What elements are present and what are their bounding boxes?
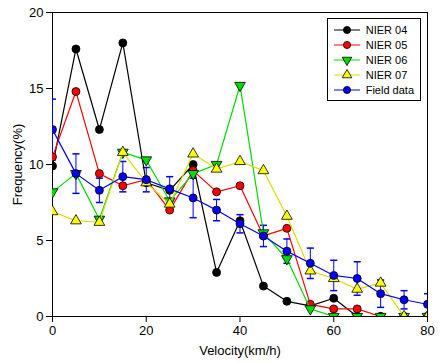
svg-text:60: 60 [327, 323, 341, 338]
svg-text:0: 0 [36, 309, 43, 324]
html-text:NIER 06: NIER 06 [365, 53, 408, 66]
html-text:Field data: Field data [365, 83, 414, 96]
svg-text:20: 20 [139, 323, 153, 338]
svg-text:20: 20 [29, 5, 43, 20]
svg-text:15: 15 [29, 81, 43, 96]
svg-text:Frequency(%): Frequency(%) [10, 124, 25, 206]
html-text:NIER 04: NIER 04 [365, 23, 408, 36]
svg-text:10: 10 [29, 157, 43, 172]
html-text:NIER 05: NIER 05 [365, 38, 408, 51]
svg-text:0: 0 [49, 323, 56, 338]
svg-text:Velocity(km/h): Velocity(km/h) [199, 343, 281, 358]
svg-text:80: 80 [420, 323, 434, 338]
svg-text:40: 40 [233, 323, 247, 338]
svg-text:5: 5 [36, 233, 43, 248]
html-text:NIER 07: NIER 07 [365, 68, 408, 81]
